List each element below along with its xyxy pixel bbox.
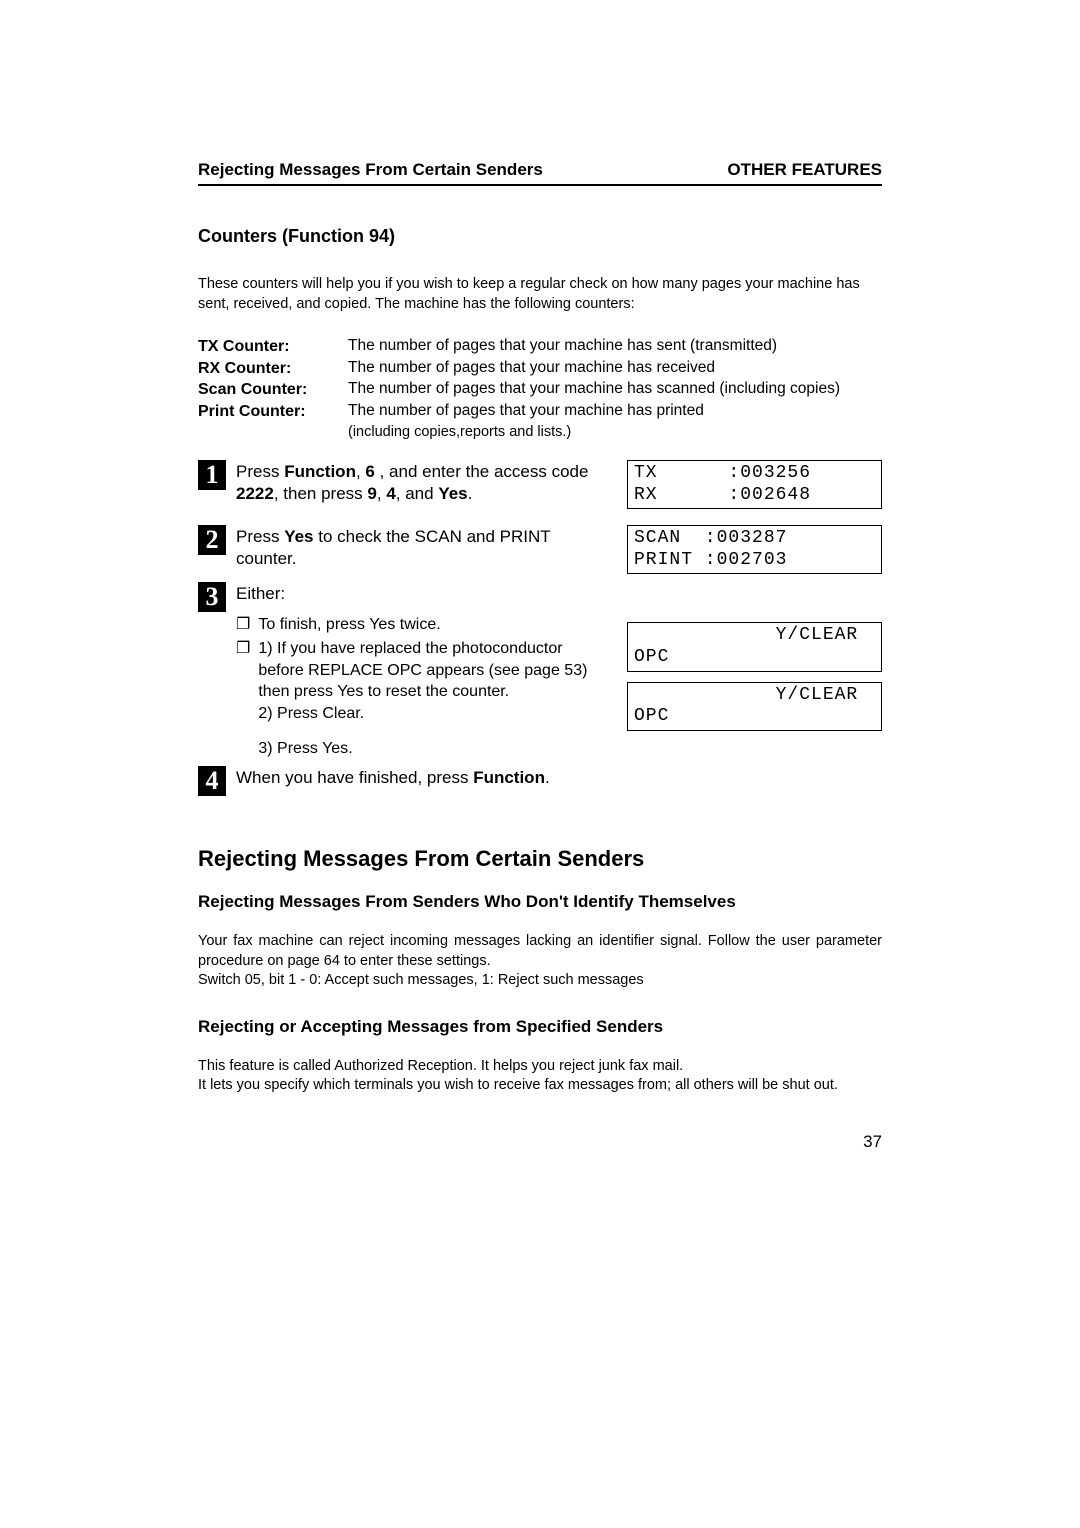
bullet-box-icon: ❐ — [236, 638, 250, 760]
t: . — [468, 484, 473, 503]
counter-label — [198, 423, 348, 443]
t: Yes — [337, 683, 363, 700]
t: , — [356, 462, 365, 481]
t: 4 — [386, 484, 395, 503]
step-number-icon: 2 — [198, 525, 226, 555]
t: twice. — [395, 616, 440, 633]
t: , — [377, 484, 386, 503]
t: Switch 05, bit 1 - 0: Accept such messag… — [198, 972, 644, 988]
step-2-row: 2 Press Yes to check the SCAN and PRINT … — [198, 525, 882, 576]
step-2-text: Press Yes to check the SCAN and PRINT co… — [236, 525, 609, 570]
t: 1) If you have replaced the photoconduct… — [258, 638, 609, 760]
step-number-icon: 4 — [198, 766, 226, 796]
header-left: Rejecting Messages From Certain Senders — [198, 160, 727, 180]
t: . — [545, 768, 550, 787]
rejecting-sub1: Rejecting Messages From Senders Who Don'… — [198, 892, 882, 912]
lcd-display-2: SCAN :003287 PRINT :002703 — [627, 525, 882, 574]
t: Clear — [322, 705, 359, 722]
t: This feature is called Authorized Recept… — [198, 1058, 683, 1074]
counter-row: RX Counter: The number of pages that you… — [198, 358, 882, 380]
t: . — [348, 740, 352, 757]
step-1-text: Press Function, 6 , and enter the access… — [236, 460, 609, 505]
t: To finish, press — [258, 616, 369, 633]
t: 3) Press — [258, 740, 322, 757]
counter-desc: The number of pages that your machine ha… — [348, 379, 882, 401]
counter-desc: The number of pages that your machine ha… — [348, 401, 882, 423]
bullet-box-icon: ❐ — [236, 614, 250, 636]
counter-desc: The number of pages that your machine ha… — [348, 336, 882, 358]
t: 2) Press — [258, 705, 322, 722]
t: , and enter the access code — [375, 462, 589, 481]
counter-label: TX Counter: — [198, 336, 348, 358]
counters-title: Counters (Function 94) — [198, 226, 882, 247]
print-note: (including copies,reports and lists.) — [348, 423, 882, 443]
t: When you have finished, press — [236, 768, 473, 787]
step-4-row: 4 When you have finished, press Function… — [198, 766, 882, 796]
step-3a: ❐ To finish, press Yes twice. — [236, 614, 609, 636]
t: To finish, press Yes twice. — [258, 614, 609, 636]
rejecting-p2: This feature is called Authorized Recept… — [198, 1057, 882, 1096]
counter-row: (including copies,reports and lists.) — [198, 423, 882, 443]
rejecting-sub2: Rejecting or Accepting Messages from Spe… — [198, 1017, 882, 1037]
counter-label: Print Counter: — [198, 401, 348, 423]
counter-row: TX Counter: The number of pages that you… — [198, 336, 882, 358]
page-header: Rejecting Messages From Certain Senders … — [198, 160, 882, 186]
t: 9 — [367, 484, 376, 503]
rejecting-p1: Your fax machine can reject incoming mes… — [198, 932, 882, 991]
counters-intro: These counters will help you if you wish… — [198, 275, 882, 314]
step-1-row: 1 Press Function, 6 , and enter the acce… — [198, 460, 882, 511]
step-3-row: 3 Either: ❐ To finish, press Yes twice. … — [198, 582, 882, 760]
counter-definitions: TX Counter: The number of pages that you… — [198, 336, 882, 442]
lcd-display-4: Y/CLEAR OPC — [627, 682, 882, 731]
counter-label: Scan Counter: — [198, 379, 348, 401]
counter-row: Print Counter: The number of pages that … — [198, 401, 882, 423]
step-number-icon: 1 — [198, 460, 226, 490]
t: Yes — [369, 616, 395, 633]
counter-row: Scan Counter: The number of pages that y… — [198, 379, 882, 401]
lcd-display-3: Y/CLEAR OPC — [627, 622, 882, 671]
t: , and — [396, 484, 439, 503]
manual-page: Rejecting Messages From Certain Senders … — [0, 0, 1080, 1152]
step-3-head: Either: — [236, 582, 609, 605]
step-number-icon: 3 — [198, 582, 226, 612]
step-3b: ❐ 1) If you have replaced the photocondu… — [236, 638, 609, 760]
t: Function — [284, 462, 356, 481]
counter-desc: The number of pages that your machine ha… — [348, 358, 882, 380]
t: Your fax machine can reject incoming mes… — [198, 933, 882, 969]
t: to reset the counter. — [363, 683, 509, 700]
t: Function — [473, 768, 545, 787]
t: 2222 — [236, 484, 274, 503]
t: Yes — [438, 484, 467, 503]
t: Yes — [284, 527, 313, 546]
t: Press — [236, 462, 284, 481]
header-right: OTHER FEATURES — [727, 160, 882, 180]
page-number: 37 — [198, 1132, 882, 1152]
counter-label: RX Counter: — [198, 358, 348, 380]
lcd-display-1: TX :003256 RX :002648 — [627, 460, 882, 509]
rejecting-heading: Rejecting Messages From Certain Senders — [198, 846, 882, 872]
t: Press — [236, 527, 284, 546]
t: Yes — [322, 740, 348, 757]
t: 6 — [365, 462, 374, 481]
t: . — [360, 705, 364, 722]
t: , then press — [274, 484, 368, 503]
t: It lets you specify which terminals you … — [198, 1077, 838, 1093]
step-4-text: When you have finished, press Function. — [236, 766, 882, 789]
